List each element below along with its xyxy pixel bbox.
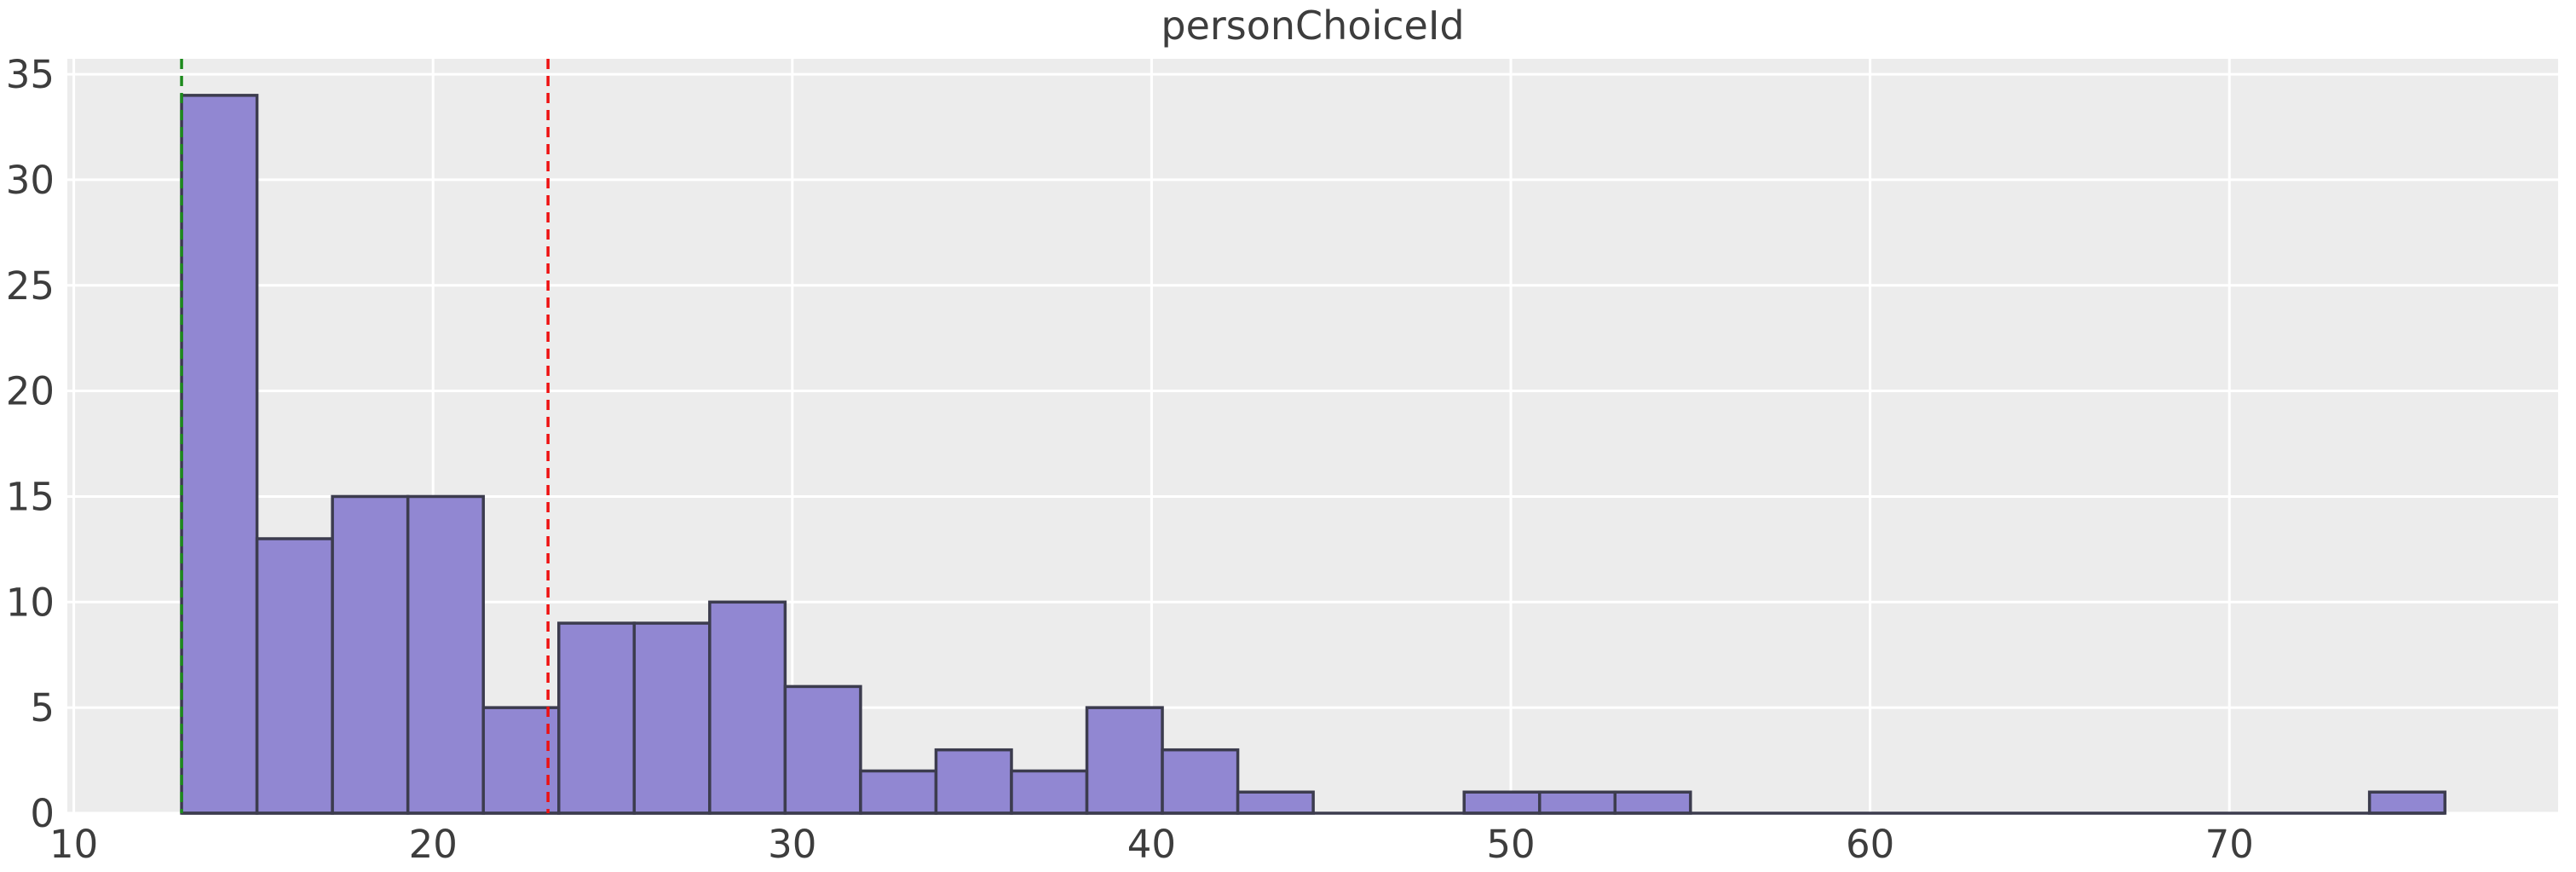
y-tick-label: 25 <box>6 263 55 309</box>
histogram-bar <box>180 94 259 815</box>
histogram-bar <box>859 769 938 815</box>
y-tick-label: 35 <box>6 52 55 97</box>
histogram-bar <box>783 684 862 815</box>
histogram-bar <box>557 621 637 815</box>
histogram-bar <box>1537 790 1617 815</box>
histogram-bar <box>1085 706 1164 815</box>
y-tick-label: 15 <box>6 474 55 519</box>
chart-title: personChoiceId <box>1161 3 1465 49</box>
y-tick-label: 10 <box>6 580 55 625</box>
histogram-bar <box>1010 769 1089 815</box>
histogram-bar <box>632 621 712 815</box>
histogram-bar <box>2367 790 2446 815</box>
histogram-bar <box>1161 748 1240 815</box>
histogram-bar <box>934 748 1013 815</box>
histogram-bar <box>1462 790 1542 815</box>
x-tick-label: 10 <box>49 822 98 867</box>
x-tick-label: 20 <box>409 822 458 867</box>
histogram-bar <box>1236 790 1315 815</box>
y-tick-label: 0 <box>30 791 55 836</box>
x-tick-label: 60 <box>1846 822 1894 867</box>
histogram-bar <box>331 494 410 815</box>
histogram-bar <box>255 537 334 815</box>
x-tick-label: 70 <box>2205 822 2254 867</box>
histogram-bar <box>708 600 787 815</box>
histogram-bar <box>1613 790 1692 815</box>
x-tick-label: 50 <box>1486 822 1535 867</box>
x-tick-label: 30 <box>768 822 816 867</box>
y-tick-label: 5 <box>30 685 55 731</box>
histogram-bar <box>406 494 485 815</box>
y-tick-label: 30 <box>6 158 55 203</box>
x-tick-label: 40 <box>1127 822 1176 867</box>
y-tick-label: 20 <box>6 369 55 414</box>
